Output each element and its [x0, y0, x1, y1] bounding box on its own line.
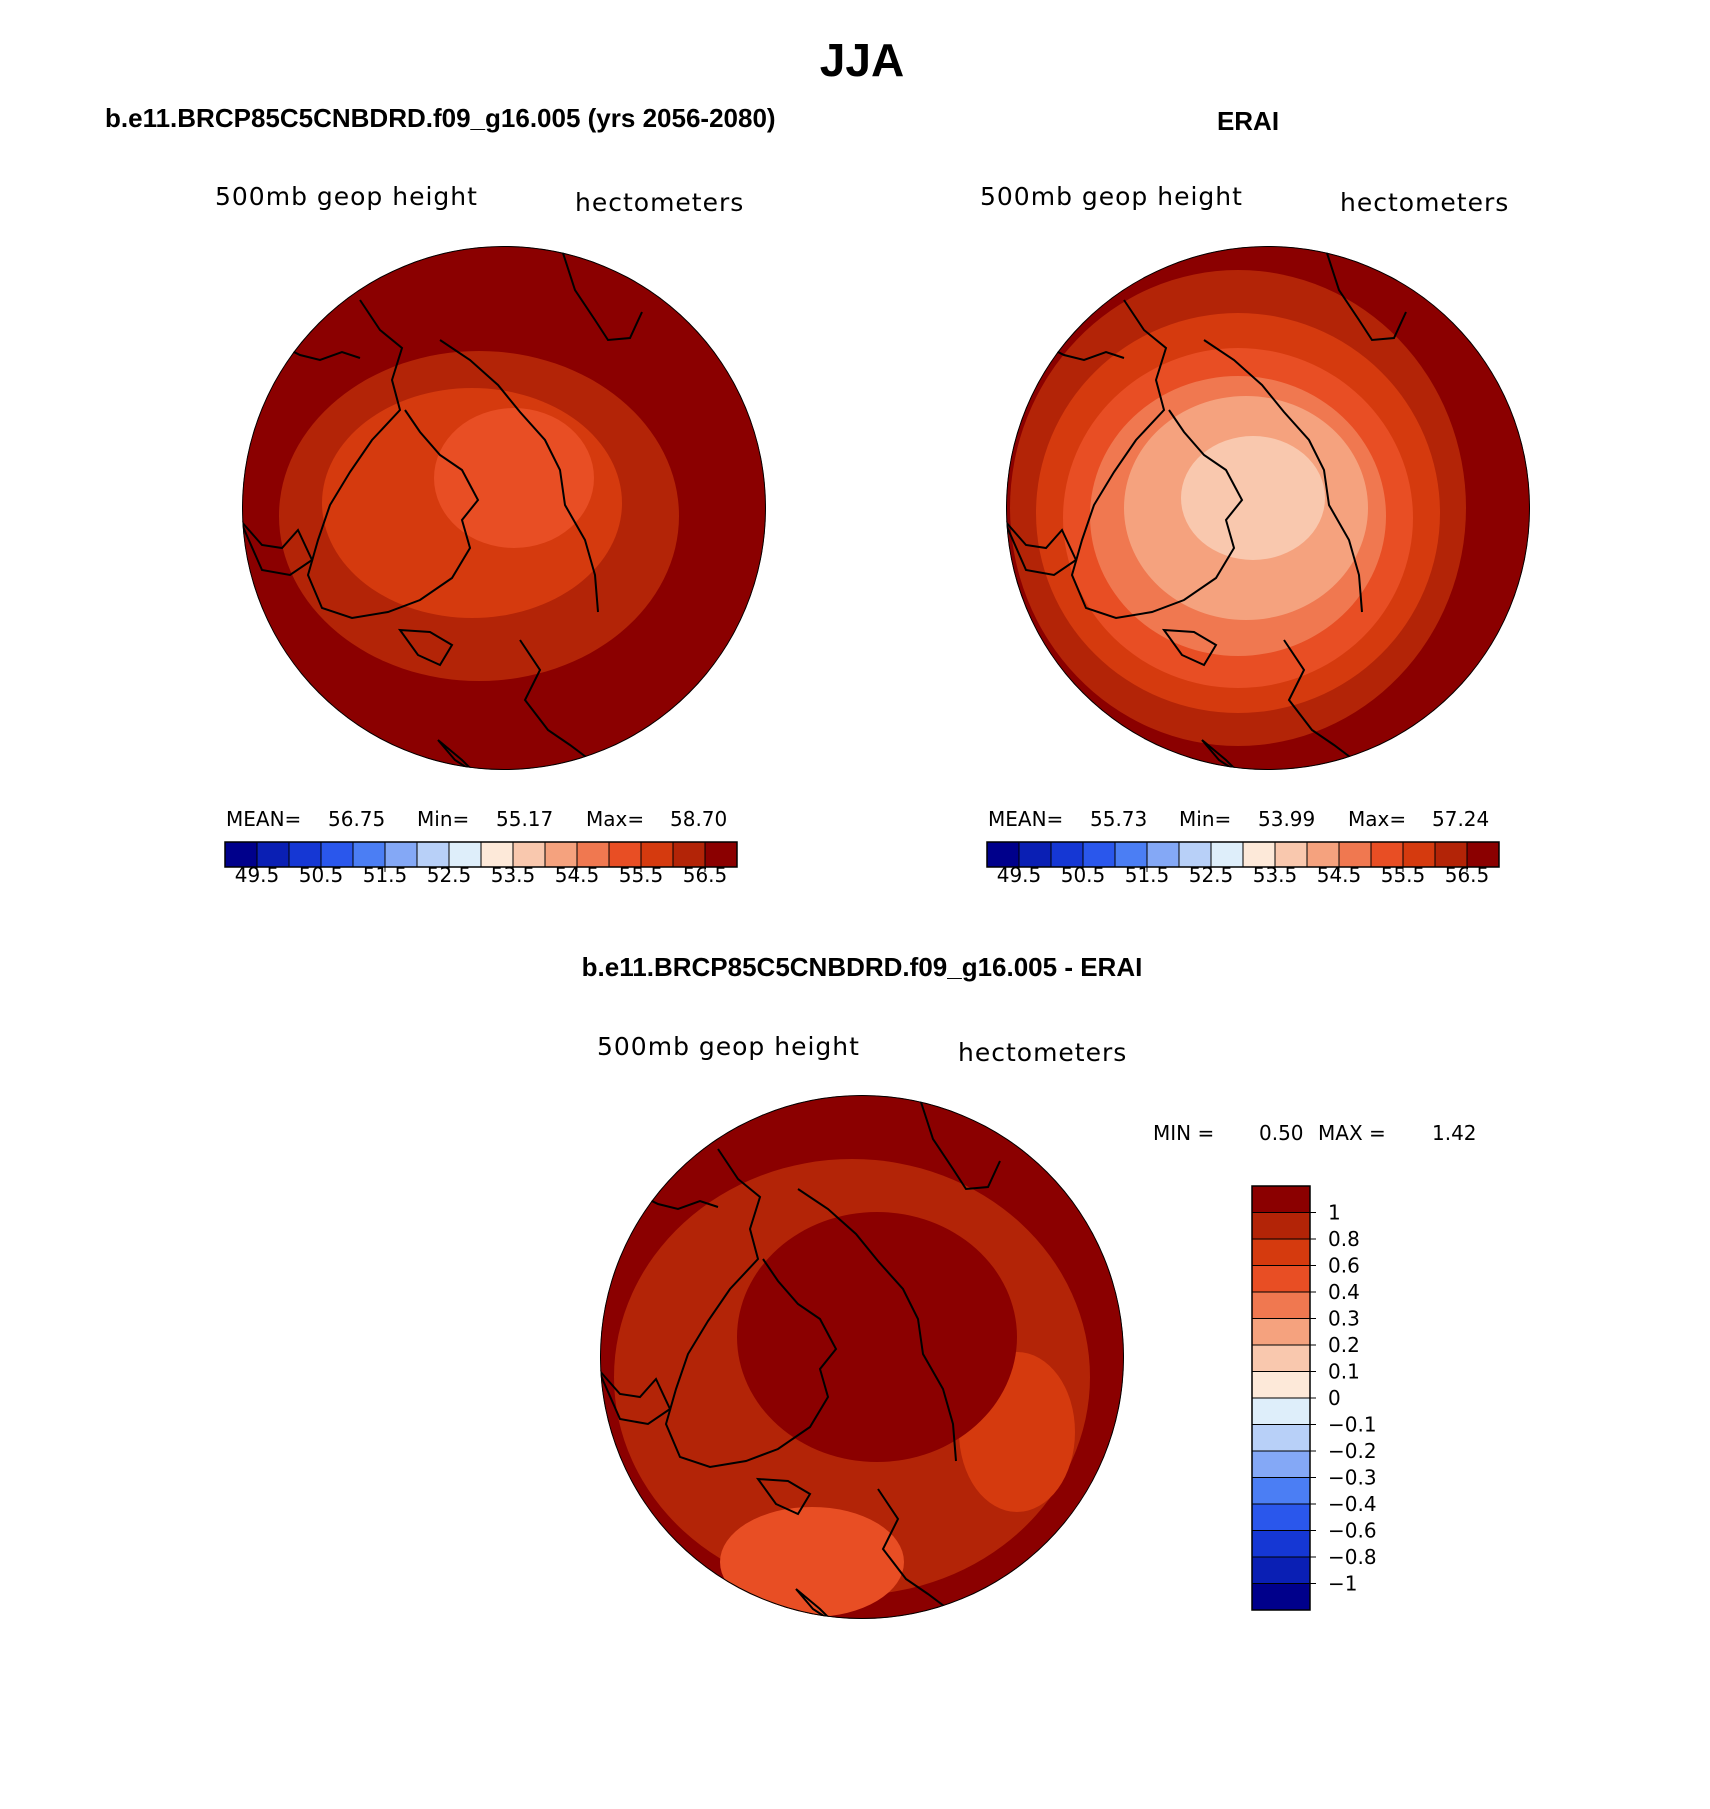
- diff-colorbar-label: 0.4: [1328, 1280, 1360, 1304]
- model-units-label: hectometers: [575, 188, 744, 217]
- obs-max-label: Max=: [1348, 807, 1406, 831]
- obs-colorbar-label: 51.5: [1125, 863, 1170, 887]
- diff-contour-band: [737, 1212, 1017, 1462]
- obs-colorbar-border: [986, 841, 1500, 868]
- obs-colorbar-swatch: [1146, 841, 1180, 868]
- diff-colorbar-label: 0.1: [1328, 1360, 1360, 1384]
- obs-mean-value: 55.73: [1090, 807, 1147, 831]
- obs-colorbar-label: 50.5: [1061, 863, 1106, 887]
- model-colorbar-label: 53.5: [491, 863, 536, 887]
- obs-variable-label: 500mb geop height: [980, 182, 1243, 211]
- diff-colorbar-label: −0.2: [1328, 1439, 1377, 1463]
- diff-colorbar-swatch: [1251, 1238, 1311, 1266]
- model-colorbar-label: 52.5: [427, 863, 472, 887]
- diff-colorbar-label: 0: [1328, 1386, 1341, 1410]
- model-colorbar-swatch: [704, 841, 738, 868]
- diff-units-label: hectometers: [958, 1038, 1127, 1067]
- diff-colorbar-label: −0.1: [1328, 1413, 1377, 1437]
- figure-title: JJA: [820, 34, 904, 86]
- obs-units-label: hectometers: [1340, 188, 1509, 217]
- model-min-label: Min=: [417, 807, 469, 831]
- model-colorbar-label: 49.5: [235, 863, 280, 887]
- diff-colorbar-label: 0.8: [1328, 1227, 1360, 1251]
- diff-polar-map: [600, 1095, 1124, 1619]
- diff-colorbar-label: 1: [1328, 1201, 1341, 1225]
- diff-max-label: MAX =: [1318, 1121, 1386, 1145]
- diff-colorbar-swatch: [1251, 1318, 1311, 1346]
- obs-contour-band: [1181, 436, 1325, 560]
- model-coastlines: [242, 249, 643, 770]
- diff-colorbar-swatch: [1251, 1212, 1311, 1240]
- diff-min-label: MIN =: [1153, 1121, 1214, 1145]
- diff-colorbar-swatch: [1251, 1424, 1311, 1452]
- diff-colorbar-label: −0.8: [1328, 1545, 1377, 1569]
- obs-colorbar-swatch: [1338, 841, 1372, 868]
- diff-contour-band: [720, 1507, 904, 1617]
- diff-max-value: 1.42: [1432, 1121, 1477, 1145]
- model-variable-label: 500mb geop height: [215, 182, 478, 211]
- obs-mean-label: MEAN=: [988, 807, 1063, 831]
- diff-colorbar-label: −0.3: [1328, 1466, 1377, 1490]
- obs-colorbar: 49.5 50.5 51.5 52.5 53.5 54.5 55.5 56.5: [986, 841, 1500, 887]
- obs-colorbar-label: 55.5: [1381, 863, 1426, 887]
- diff-colorbar-label: −0.6: [1328, 1519, 1377, 1543]
- diff-colorbar-label: 0.2: [1328, 1333, 1360, 1357]
- model-colorbar-label: 51.5: [363, 863, 408, 887]
- obs-min-value: 53.99: [1258, 807, 1315, 831]
- diff-colorbar-swatch: [1251, 1397, 1311, 1425]
- obs-colorbar-label: 53.5: [1253, 863, 1298, 887]
- model-colorbar-label: 50.5: [299, 863, 344, 887]
- diff-colorbar-swatch: [1251, 1450, 1311, 1478]
- diff-colorbar-label: 0.3: [1328, 1307, 1360, 1331]
- obs-colorbar-swatch: [1082, 841, 1116, 868]
- obs-panel-title: ERAI: [1217, 106, 1279, 136]
- diff-colorbar: 10.8 0.60.4 0.30.2 0.10 −0.1−0.2 −0.3−0.4 −0.6…: [1251, 1185, 1377, 1611]
- obs-max-value: 57.24: [1432, 807, 1489, 831]
- diff-colorbar-swatch: [1251, 1291, 1311, 1319]
- diff-colorbar-label: 0.6: [1328, 1254, 1360, 1278]
- model-polar-map: [242, 246, 766, 770]
- obs-colorbar-label: 54.5: [1317, 863, 1362, 887]
- diff-colorbar-swatch: [1251, 1371, 1311, 1399]
- diff-colorbar-swatch: [1251, 1185, 1311, 1213]
- diff-colorbar-swatch: [1251, 1503, 1311, 1531]
- model-mean-label: MEAN=: [226, 807, 301, 831]
- obs-polar-map: [1006, 246, 1530, 770]
- diff-colorbar-label: −0.4: [1328, 1492, 1377, 1516]
- model-colorbar-border: [224, 841, 738, 868]
- obs-min-label: Min=: [1179, 807, 1231, 831]
- model-colorbar-label: 56.5: [683, 863, 728, 887]
- obs-colorbar-swatch: [1370, 841, 1404, 868]
- diff-colorbar-swatch: [1251, 1344, 1311, 1372]
- model-panel-title: b.e11.BRCP85C5CNBDRD.f09_g16.005 (yrs 20…: [105, 103, 776, 133]
- diff-colorbar-swatch: [1251, 1583, 1311, 1611]
- model-colorbar: 49.5 50.5 51.5 52.5 53.5 54.5 55.5 56.5: [224, 841, 738, 887]
- diff-min-value: 0.50: [1259, 1121, 1304, 1145]
- model-contour-band: [434, 408, 594, 548]
- obs-colorbar-label: 52.5: [1189, 863, 1234, 887]
- model-colorbar-label: 55.5: [619, 863, 664, 887]
- diff-colorbar-swatch: [1251, 1265, 1311, 1293]
- model-mean-value: 56.75: [328, 807, 385, 831]
- diff-colorbar-label: −1: [1328, 1572, 1357, 1596]
- model-min-value: 55.17: [496, 807, 553, 831]
- diff-panel-title: b.e11.BRCP85C5CNBDRD.f09_g16.005 - ERAI: [582, 952, 1143, 982]
- obs-colorbar-label: 49.5: [997, 863, 1042, 887]
- model-max-value: 58.70: [670, 807, 727, 831]
- model-max-label: Max=: [586, 807, 644, 831]
- diff-coastlines: [600, 1098, 1001, 1619]
- diff-colorbar-swatch: [1251, 1530, 1311, 1558]
- obs-colorbar-label: 56.5: [1445, 863, 1490, 887]
- model-colorbar-swatch: [480, 841, 514, 868]
- diff-colorbar-swatch: [1251, 1477, 1311, 1505]
- model-colorbar-label: 54.5: [555, 863, 600, 887]
- diff-colorbar-swatch: [1251, 1556, 1311, 1584]
- diff-variable-label: 500mb geop height: [597, 1032, 860, 1061]
